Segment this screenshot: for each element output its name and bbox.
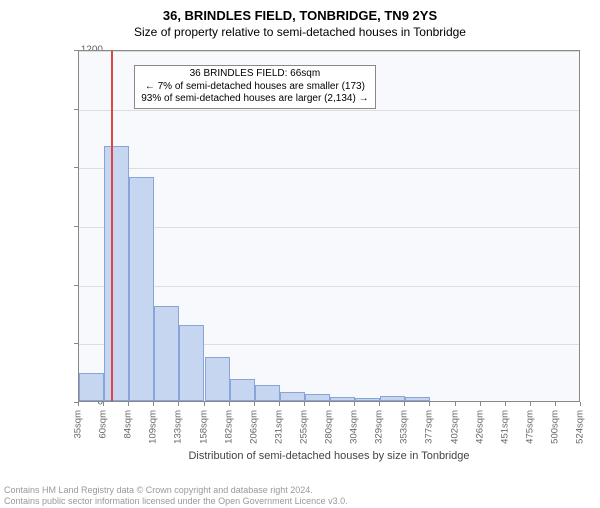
xtick-label: 451sqm [499, 410, 510, 444]
xtick-label: 231sqm [273, 410, 284, 444]
xtick-mark [279, 402, 280, 406]
info-line-1: 36 BRINDLES FIELD: 66sqm [141, 68, 368, 81]
xtick-label: 304sqm [349, 410, 360, 444]
histogram-bar [280, 392, 305, 401]
xtick-mark [254, 402, 255, 406]
xtick-label: 426sqm [474, 410, 485, 444]
histogram-bar [230, 379, 255, 401]
xtick-label: 255sqm [298, 410, 309, 444]
xtick-label: 402sqm [449, 410, 460, 444]
xtick-mark [580, 402, 581, 406]
xtick-mark [229, 402, 230, 406]
xtick-mark [455, 402, 456, 406]
histogram-bar [255, 385, 280, 401]
histogram-bar [104, 146, 129, 401]
gridline-h [79, 168, 579, 169]
xtick-label: 353sqm [399, 410, 410, 444]
xtick-mark [354, 402, 355, 406]
xtick-label: 133sqm [173, 410, 184, 444]
histogram-bar [154, 306, 179, 401]
xtick-mark [153, 402, 154, 406]
histogram-bar [355, 398, 380, 401]
xtick-mark [480, 402, 481, 406]
xtick-label: 500sqm [549, 410, 560, 444]
xtick-label: 35sqm [73, 410, 84, 439]
histogram-bar [129, 177, 154, 401]
reference-line [111, 51, 113, 401]
xtick-label: 524sqm [575, 410, 586, 444]
xtick-mark [103, 402, 104, 406]
xtick-label: 60sqm [98, 410, 109, 439]
histogram-bar [380, 396, 405, 401]
xtick-mark [329, 402, 330, 406]
gridline-h [79, 110, 579, 111]
attribution-line-2: Contains public sector information licen… [4, 496, 348, 506]
xtick-mark [78, 402, 79, 406]
attribution-line-1: Contains HM Land Registry data © Crown c… [4, 485, 348, 495]
histogram-chart: Number of semi-detached properties 02004… [50, 50, 580, 430]
attribution-text: Contains HM Land Registry data © Crown c… [4, 485, 348, 506]
xtick-mark [204, 402, 205, 406]
xtick-mark [530, 402, 531, 406]
xtick-mark [128, 402, 129, 406]
info-line-2: ← 7% of semi-detached houses are smaller… [141, 81, 368, 94]
histogram-bar [179, 325, 204, 401]
x-axis-label: Distribution of semi-detached houses by … [78, 450, 580, 462]
xtick-label: 206sqm [248, 410, 259, 444]
histogram-bar [305, 394, 330, 401]
xtick-mark [379, 402, 380, 406]
xtick-mark [555, 402, 556, 406]
xtick-label: 109sqm [148, 410, 159, 444]
histogram-bar [405, 397, 430, 401]
page-title: 36, BRINDLES FIELD, TONBRIDGE, TN9 2YS [0, 8, 600, 23]
xtick-label: 280sqm [324, 410, 335, 444]
xtick-mark [404, 402, 405, 406]
xtick-label: 182sqm [223, 410, 234, 444]
histogram-bar [330, 397, 355, 401]
info-line-3: 93% of semi-detached houses are larger (… [141, 93, 368, 106]
xtick-label: 329sqm [374, 410, 385, 444]
xtick-label: 158sqm [198, 410, 209, 444]
xtick-mark [429, 402, 430, 406]
xtick-label: 377sqm [424, 410, 435, 444]
xtick-mark [178, 402, 179, 406]
xtick-mark [304, 402, 305, 406]
plot-area: 36 BRINDLES FIELD: 66sqm ← 7% of semi-de… [78, 50, 580, 402]
histogram-bar [205, 357, 230, 401]
xtick-label: 84sqm [123, 410, 134, 439]
gridline-h [79, 51, 579, 52]
xtick-mark [505, 402, 506, 406]
info-box: 36 BRINDLES FIELD: 66sqm ← 7% of semi-de… [134, 65, 375, 109]
histogram-bar [79, 373, 104, 401]
page-subtitle: Size of property relative to semi-detach… [0, 25, 600, 39]
xtick-label: 475sqm [524, 410, 535, 444]
